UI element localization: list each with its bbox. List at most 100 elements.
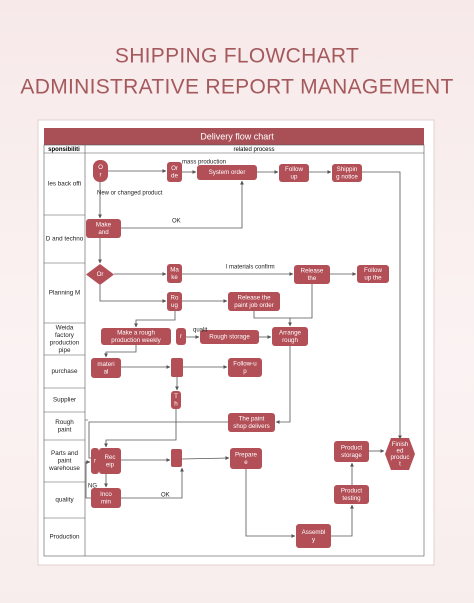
process-node: [91, 358, 121, 378]
table-frame: [43, 144, 425, 557]
node-label: Or: [171, 165, 178, 172]
end-node: [385, 438, 415, 470]
node-label: Inco: [100, 491, 112, 498]
connector: [85, 460, 91, 499]
row-label: warehouse: [48, 465, 80, 472]
node-label: ke: [171, 274, 178, 281]
process-node: [171, 391, 181, 409]
row-label: Planning M: [49, 290, 81, 297]
row-label: paint: [58, 458, 72, 465]
row-label: factory: [55, 332, 75, 339]
connector: [362, 171, 402, 440]
node-label: Rough storage: [209, 334, 250, 341]
process-node: [228, 292, 280, 311]
process-node: [334, 441, 369, 462]
node-label: and: [98, 229, 109, 236]
row-label: Production: [49, 534, 80, 541]
process-node: [279, 164, 309, 182]
column-header: sponsibiliti: [48, 147, 80, 153]
row-label: Weida: [56, 324, 74, 331]
junction-node: [171, 449, 182, 467]
node-label: production weekly: [111, 337, 161, 344]
process-node: [228, 413, 275, 432]
node-label: p: [243, 368, 247, 375]
node-label: Follow: [285, 166, 303, 173]
node-label: up: [291, 173, 298, 180]
process-node: [176, 328, 186, 345]
node-label: Product: [341, 487, 363, 494]
row-label: production: [50, 339, 80, 346]
node-label: Follow: [364, 267, 382, 274]
column-header: related process: [233, 147, 274, 153]
connector: [121, 180, 244, 229]
row-labels: les back offi D and techno Planning M Weida…: [44, 181, 88, 541]
row-label: D and techno: [46, 236, 84, 243]
row-label: paint: [58, 426, 72, 433]
node-label: Assembl: [302, 529, 326, 536]
node-label: T: [174, 393, 178, 400]
annotation: l materials confirm: [226, 265, 275, 271]
subtitle: ADMINISTRATIVE REPORT MANAGEMENT: [20, 76, 453, 99]
node-label: materi: [97, 361, 114, 368]
node-label: shop delivers: [233, 423, 269, 430]
process-node: [91, 448, 99, 474]
process-node: [86, 219, 121, 238]
connector: [253, 311, 292, 327]
node-label: paint job order: [234, 302, 274, 309]
node-label: de: [171, 172, 178, 179]
node-label: Release the: [237, 294, 271, 301]
process-node: [167, 292, 182, 311]
row-label: quality: [55, 497, 74, 504]
node-label: produc: [391, 454, 410, 461]
connector: [104, 409, 177, 448]
node-label: r: [99, 171, 101, 178]
node-label: Finish: [392, 441, 409, 448]
node-label: ug: [171, 302, 178, 309]
process-node: [334, 485, 369, 504]
row-label: les back offi: [48, 181, 81, 188]
node-label: The paint: [239, 415, 265, 422]
annotation: OK: [161, 493, 170, 499]
process-node: [296, 524, 331, 548]
node-label: Prepare: [235, 451, 258, 458]
row-label: pipe: [59, 347, 71, 354]
node-label: the: [308, 275, 317, 282]
process-node: [91, 488, 121, 508]
table-title-bar: [44, 128, 424, 145]
row-label: Supplier: [53, 397, 76, 404]
row-label: purchase: [52, 368, 78, 375]
node-label: O: [98, 164, 103, 171]
node-label: eip: [106, 461, 115, 468]
process-node: [99, 448, 121, 474]
node-label: h: [174, 400, 178, 407]
table-title: Delivery flow chart: [200, 131, 274, 141]
process-node: [228, 358, 262, 377]
node-label: Or: [97, 271, 104, 278]
process-node: [200, 330, 259, 344]
process-node: [272, 327, 308, 346]
node-label: Shippin: [337, 166, 358, 173]
connector: [88, 421, 228, 459]
node-label: Release: [301, 267, 324, 274]
process-node: [230, 448, 262, 469]
process-node: [167, 264, 182, 283]
annotation: OK: [172, 219, 181, 225]
connector: [121, 467, 184, 499]
process-node: [101, 328, 171, 345]
process-node: [294, 265, 330, 284]
annotation: New or changed product: [97, 191, 163, 197]
annotations: mass production New or changed product OK l…: [88, 160, 275, 499]
node-label: t: [399, 460, 401, 467]
node-label: min: [101, 498, 112, 505]
junction-node: [171, 358, 183, 377]
connector: [275, 346, 291, 424]
row-label: Parts and: [51, 450, 78, 457]
node-label: Arrange: [279, 329, 302, 336]
node-label: rough: [282, 337, 298, 344]
connector: [134, 311, 176, 328]
node-label: testing: [342, 495, 361, 502]
annotation: mass production: [182, 160, 226, 166]
node-label: r: [94, 458, 96, 465]
